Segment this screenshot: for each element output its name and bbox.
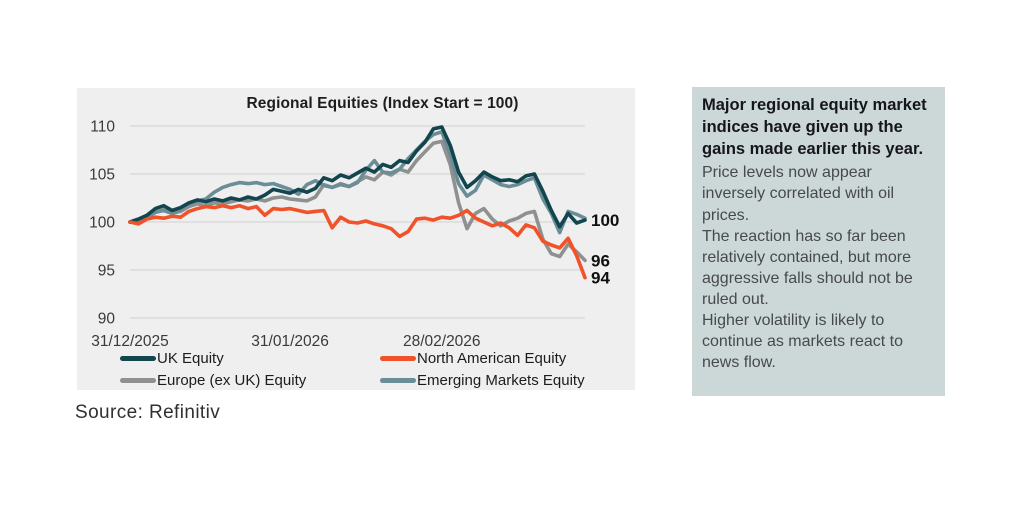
equities-line-chart: 110 105 100 95 90 31/12/2025 31/01/2026 28/02/2…	[89, 119, 619, 351]
commentary-heading: Major regional equity market indices hav…	[702, 96, 927, 158]
x-tick-label: 31/01/2026	[251, 333, 329, 350]
source-note: Source: Refinitiv	[75, 402, 221, 423]
commentary-body: Price levels now appear inversely correl…	[702, 162, 935, 373]
legend-label: Emerging Markets Equity	[417, 371, 585, 389]
legend-swatch-icon	[120, 377, 156, 383]
legend-item: North American Equity	[380, 349, 631, 367]
series-line-north-american-equity	[128, 203, 587, 280]
y-tick-label: 100	[89, 215, 115, 232]
legend-swatch-icon	[380, 355, 416, 361]
y-tick-label: 95	[98, 263, 115, 280]
legend-label: Europe (ex UK) Equity	[157, 371, 307, 389]
commentary-paragraph: The reaction has so far been relatively …	[702, 227, 913, 308]
chart-legend: UK Equity North American Equity Europe (ex…	[120, 349, 631, 389]
end-value-label: 96	[591, 251, 610, 270]
legend-item: UK Equity	[120, 349, 380, 367]
x-tick-label: 31/12/2025	[91, 333, 169, 350]
legend-swatch-icon	[380, 377, 416, 383]
y-tick-label: 105	[89, 167, 115, 184]
commentary-paragraph: Price levels now appear inversely correl…	[702, 164, 895, 224]
chart-title: Regional Equities (Index Start = 100)	[246, 95, 519, 112]
end-value-label: 94	[591, 269, 610, 288]
commentary-panel: Major regional equity market indices hav…	[692, 87, 945, 396]
x-tick-label: 28/02/2026	[403, 333, 481, 350]
legend-label: UK Equity	[157, 349, 224, 367]
end-value-label: 100	[591, 211, 619, 230]
series-line-uk-equity	[128, 125, 587, 229]
legend-label: North American Equity	[417, 349, 567, 367]
y-tick-label: 110	[90, 119, 115, 136]
legend-swatch-icon	[120, 355, 156, 361]
legend-item: Emerging Markets Equity	[380, 371, 631, 389]
series-line-emerging-markets-equity	[128, 129, 587, 235]
commentary-paragraph: Higher volatility is likely to continue …	[702, 312, 903, 372]
legend-item: Europe (ex UK) Equity	[120, 371, 380, 389]
y-tick-label: 90	[98, 311, 116, 328]
equities-chart-panel: Regional Equities (Index Start = 100) 11…	[77, 88, 635, 390]
